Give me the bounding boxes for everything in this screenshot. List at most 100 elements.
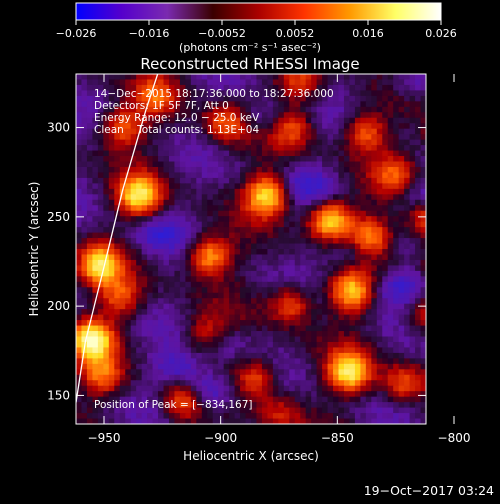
heatmap-cell — [376, 396, 383, 403]
heatmap-cell — [212, 363, 219, 370]
heatmap-cell — [76, 418, 83, 424]
heatmap-cell — [81, 172, 88, 179]
heatmap-cell — [168, 358, 176, 365]
heatmap-cell — [229, 156, 236, 163]
heatmap-cell — [316, 177, 323, 184]
heatmap-cell — [229, 331, 236, 338]
heatmap-cell — [141, 123, 148, 130]
heatmap-cell — [267, 287, 274, 294]
heatmap-cell — [229, 79, 236, 86]
heatmap-cell — [174, 221, 181, 228]
heatmap-cell — [152, 95, 159, 102]
heatmap-cell — [179, 90, 186, 97]
heatmap-cell — [207, 341, 214, 349]
heatmap-cell — [272, 74, 279, 81]
heatmap-cell — [415, 232, 422, 239]
heatmap-cell — [168, 112, 176, 119]
heatmap-cell — [125, 298, 132, 305]
heatmap-cell — [201, 287, 208, 294]
heatmap-cell — [327, 374, 334, 381]
heatmap-cell — [322, 287, 329, 294]
heatmap-cell — [114, 314, 121, 321]
heatmap-cell — [365, 407, 372, 414]
heatmap-cell — [420, 336, 426, 343]
heatmap-cell — [360, 210, 367, 217]
heatmap-cell — [201, 166, 208, 174]
heatmap-cell — [300, 238, 307, 245]
heatmap-cell — [86, 74, 94, 81]
heatmap-cell — [86, 238, 94, 245]
heatmap-cell — [300, 380, 307, 387]
heatmap-cell — [185, 238, 192, 245]
heatmap-cell — [278, 161, 285, 168]
heatmap-cell — [251, 128, 258, 135]
heatmap-cell — [114, 303, 121, 310]
heatmap-cell — [261, 320, 269, 327]
heatmap-cell — [201, 336, 208, 343]
heatmap-cell — [207, 101, 214, 108]
heatmap-cell — [398, 391, 405, 398]
heatmap-cell — [409, 402, 416, 409]
heatmap-cell — [316, 95, 323, 102]
heatmap-cell — [300, 106, 307, 113]
heatmap-cell — [76, 369, 83, 376]
heatmap-cell — [119, 391, 126, 398]
heatmap-cell — [114, 84, 121, 92]
heatmap-cell — [147, 90, 154, 97]
heatmap-cell — [152, 402, 159, 409]
heatmap-cell — [251, 74, 258, 81]
heatmap-cell — [338, 363, 345, 370]
heatmap-cell — [311, 407, 318, 414]
heatmap-cell — [300, 243, 307, 250]
heatmap-cell — [382, 276, 389, 283]
heatmap-cell — [333, 347, 340, 354]
heatmap-cell — [245, 276, 252, 283]
heatmap-cell — [168, 363, 176, 370]
heatmap-cell — [223, 139, 230, 146]
heatmap-cell — [409, 385, 416, 392]
heatmap-cell — [387, 320, 394, 327]
peak-position-label: Position of Peak = [−834,167] — [94, 399, 253, 411]
heatmap-cell — [163, 161, 170, 168]
heatmap-cell — [229, 134, 236, 141]
heatmap-cell — [251, 369, 258, 376]
heatmap-cell — [174, 358, 181, 365]
heatmap-cell — [196, 194, 203, 201]
heatmap-cell — [185, 84, 192, 92]
heatmap-cell — [387, 199, 394, 206]
heatmap-cell — [289, 325, 296, 332]
heatmap-cell — [333, 128, 340, 135]
heatmap-cell — [398, 139, 405, 146]
heatmap-cell — [141, 265, 148, 272]
heatmap-cell — [163, 402, 170, 409]
heatmap-cell — [179, 128, 186, 135]
heatmap-cell — [333, 101, 340, 108]
heatmap-cell — [415, 227, 422, 234]
heatmap-cell — [267, 276, 274, 283]
heatmap-cell — [196, 188, 203, 195]
heatmap-cell — [387, 150, 394, 157]
heatmap-cell — [168, 298, 176, 305]
heatmap-cell — [365, 238, 372, 245]
heatmap-cell — [305, 156, 312, 163]
heatmap-cell — [168, 309, 176, 316]
heatmap-cell — [371, 150, 378, 157]
heatmap-cell — [174, 391, 181, 398]
heatmap-cell — [289, 232, 296, 239]
heatmap-cell — [190, 227, 197, 234]
heatmap-cell — [163, 276, 170, 283]
heatmap-cell — [327, 128, 334, 135]
heatmap-cell — [218, 374, 225, 381]
heatmap-cell — [415, 352, 422, 359]
heatmap-cell — [272, 418, 279, 424]
heatmap-cell — [76, 391, 83, 398]
heatmap-cell — [311, 95, 318, 102]
heatmap-cell — [415, 292, 422, 299]
heatmap-cell — [212, 265, 219, 272]
heatmap-cell — [201, 309, 208, 316]
heatmap-cell — [393, 79, 400, 86]
heatmap-cell — [92, 281, 99, 288]
heatmap-cell — [289, 243, 296, 250]
heatmap-cell — [240, 166, 247, 174]
heatmap-cell — [245, 254, 252, 261]
